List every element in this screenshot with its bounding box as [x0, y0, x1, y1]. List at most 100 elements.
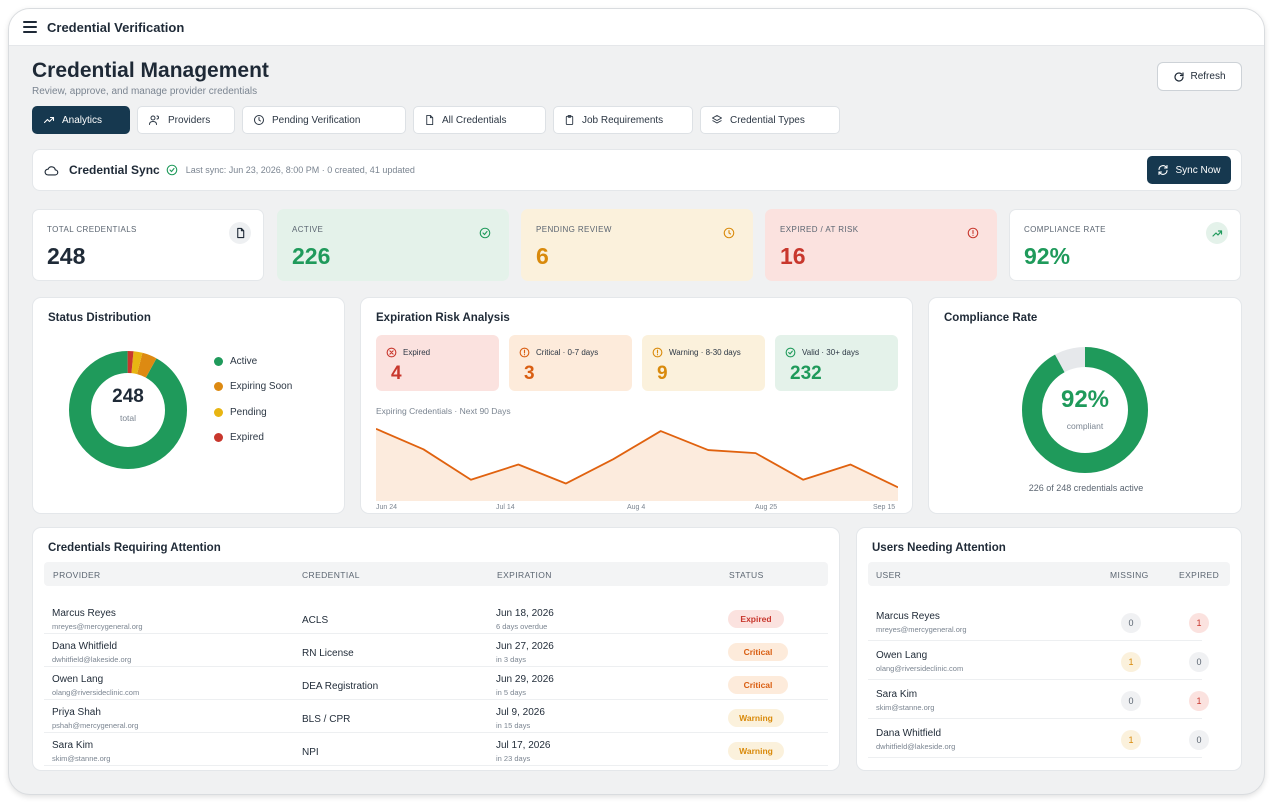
stat-value: 226	[292, 243, 331, 269]
tab-all-credentials[interactable]: All Credentials	[413, 106, 546, 134]
status-badge: Warning	[728, 709, 784, 727]
stat-total-credentials: TOTAL CREDENTIALS 248	[32, 209, 264, 281]
layers-icon	[712, 115, 722, 124]
expired-count-badge: 0	[1189, 730, 1209, 750]
expired-count-badge: 0	[1189, 652, 1209, 672]
user-email: olang@riversideclinic.com	[876, 664, 964, 673]
table-row[interactable]: Sara Kim skim@stanne.org NPI Jul 17, 2026 in…	[44, 733, 828, 766]
legend-item-expired: Expired	[214, 432, 264, 443]
provider-email: olang@riversideclinic.com	[52, 688, 140, 697]
table-header: USER MISSING EXPIRED	[868, 562, 1230, 586]
sync-status: Last sync: Jun 23, 2026, 8:00 PM · 0 cre…	[185, 165, 415, 175]
sync-title: Credential Sync	[69, 163, 160, 177]
table-row[interactable]: Owen Lang olang@riversideclinic.com DEA Re…	[44, 667, 828, 700]
risk-value: 4	[391, 363, 402, 384]
expiration-date: Jun 29, 2026	[496, 674, 554, 685]
user-row[interactable]: Owen Lang olang@riversideclinic.com 1 0	[868, 641, 1209, 680]
expiration-relative: in 23 days	[496, 754, 531, 763]
expiration-risk-card: Expiration Risk Analysis Expired 4 Criti…	[360, 297, 913, 514]
risk-label-row: Critical · 0-7 days	[519, 347, 598, 358]
tab-job-requirements[interactable]: Job Requirements	[553, 106, 693, 134]
legend-swatch	[214, 433, 223, 442]
table-row[interactable]: Marcus Reyes mreyes@mercygeneral.org ACLS J…	[44, 601, 828, 634]
user-name: Marcus Reyes	[876, 611, 940, 622]
x-tick-label: Sep 15	[873, 504, 896, 511]
stat-expired-at-risk: EXPIRED / AT RISK 16	[765, 209, 997, 281]
user-row[interactable]: Sara Kim skim@stanne.org 0 1	[868, 680, 1209, 719]
x-tick-label: Jun 24	[376, 504, 398, 511]
check-circle-icon	[474, 222, 496, 244]
credentials-attention-card: Credentials Requiring Attention PROVIDER…	[32, 527, 840, 771]
expired-count-badge: 1	[1189, 613, 1209, 633]
menu-icon[interactable]	[23, 21, 37, 33]
user-row[interactable]: Marcus Reyes mreyes@mercygeneral.org 0 1	[868, 602, 1209, 641]
provider-name: Priya Shah	[52, 707, 101, 718]
tab-pending-verification[interactable]: Pending Verification	[242, 106, 406, 134]
chart-caption: Expiring Credentials · Next 90 Days	[376, 406, 511, 416]
tab-credential-types[interactable]: Credential Types	[700, 106, 840, 134]
x-tick-label: Aug 25	[755, 504, 778, 511]
table-row[interactable]: Priya Shah pshah@mercygeneral.org BLS / CP…	[44, 700, 828, 733]
credential-name: RN License	[302, 648, 354, 659]
status-badge: Warning	[728, 742, 784, 760]
compliance-footer: 226 of 248 credentials active	[1028, 483, 1144, 493]
x-circle-icon	[386, 347, 397, 358]
app-title: Credential Verification	[47, 19, 185, 35]
sync-now-button[interactable]: Sync Now	[1147, 156, 1231, 184]
expiration-relative: in 3 days	[496, 655, 527, 664]
credential-sync-bar: Credential Sync Last sync: Jun 23, 2026,…	[32, 149, 1242, 191]
user-row[interactable]: Dana Whitfield dwhitfield@lakeside.org 1 0	[868, 719, 1209, 758]
trend-up-icon	[43, 116, 55, 124]
missing-count-badge: 0	[1121, 691, 1141, 711]
table-header: PROVIDER CREDENTIAL EXPIRATION STATUS	[44, 562, 828, 586]
provider-name: Marcus Reyes	[52, 608, 116, 619]
risk-label-row: Warning · 8-30 days	[652, 347, 741, 358]
sync-now-label: Sync Now	[1175, 164, 1221, 176]
user-email: mreyes@mercygeneral.org	[876, 625, 967, 634]
legend-swatch	[214, 357, 223, 366]
tab-label: Analytics	[62, 114, 103, 126]
card-title: Compliance Rate	[944, 312, 1038, 324]
table-row[interactable]: Dana Whitfield dwhitfield@lakeside.org RN …	[44, 634, 828, 667]
stat-label: COMPLIANCE RATE	[1024, 225, 1106, 234]
expiration-date: Jun 18, 2026	[496, 608, 554, 619]
user-name: Dana Whitfield	[876, 728, 942, 739]
trend-up-icon	[1206, 222, 1228, 244]
expiration-date: Jul 17, 2026	[496, 740, 551, 751]
risk-box-expired: Expired 4	[376, 335, 499, 391]
risk-box-valid: Valid · 30+ days 232	[775, 335, 898, 391]
refresh-button[interactable]: Refresh	[1157, 62, 1242, 91]
tab-label: Pending Verification	[272, 114, 361, 126]
page-subtitle: Review, approve, and manage provider cre…	[32, 86, 258, 97]
column-header: CREDENTIAL	[302, 570, 360, 580]
refresh-icon	[1174, 71, 1185, 82]
legend-item-active: Active	[214, 356, 257, 367]
status-badge: Expired	[728, 610, 784, 628]
legend-swatch	[214, 408, 223, 417]
legend-item-expiring-soon: Expiring Soon	[214, 381, 292, 392]
stat-value: 16	[780, 243, 806, 269]
tab-analytics[interactable]: Analytics	[32, 106, 130, 134]
stat-label: PENDING REVIEW	[536, 225, 612, 234]
credential-name: BLS / CPR	[302, 714, 351, 725]
stat-active: ACTIVE 226	[277, 209, 509, 281]
card-title: Credentials Requiring Attention	[48, 542, 221, 554]
credential-name: ACLS	[302, 615, 329, 626]
column-header: PROVIDER	[53, 570, 101, 580]
tab-providers[interactable]: Providers	[137, 106, 235, 134]
page-title: Credential Management	[32, 59, 269, 82]
column-header: USER	[876, 570, 902, 580]
column-header: MISSING	[1110, 570, 1149, 580]
users-icon	[149, 115, 159, 125]
missing-count-badge: 1	[1121, 652, 1141, 672]
compliance-sub-label: compliant	[1066, 421, 1104, 431]
risk-value: 9	[657, 363, 668, 384]
check-circle-icon	[166, 164, 178, 176]
risk-value: 3	[524, 363, 535, 384]
expired-count-badge: 1	[1189, 691, 1209, 711]
alert-circle-icon	[962, 222, 984, 244]
missing-count-badge: 1	[1121, 730, 1141, 750]
area-fill	[376, 428, 898, 501]
alert-circle-icon	[519, 347, 530, 358]
expiration-relative: in 15 days	[496, 721, 531, 730]
